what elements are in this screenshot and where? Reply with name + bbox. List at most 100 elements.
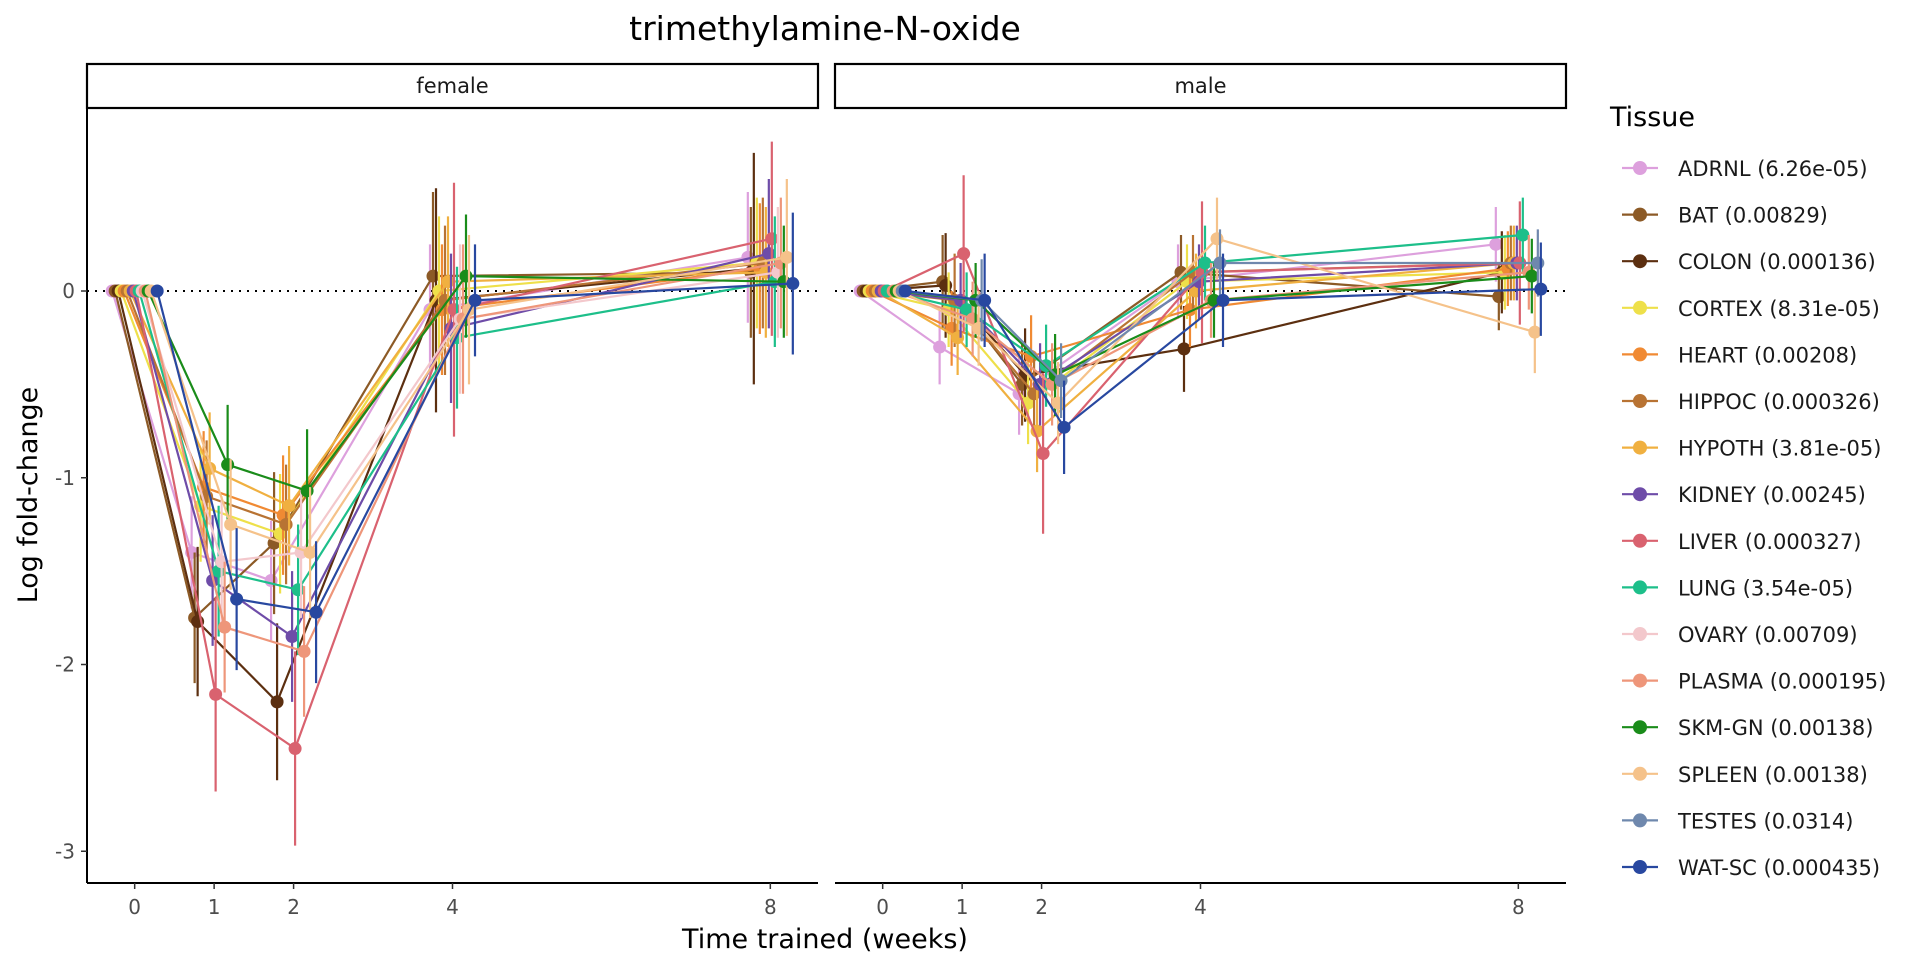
data-point bbox=[1057, 420, 1071, 434]
legend-item-plasma: PLASMA (0.000195) bbox=[1622, 670, 1886, 694]
legend-label: HYPOTH (3.81e-05) bbox=[1678, 437, 1881, 461]
data-point bbox=[230, 592, 244, 606]
data-point bbox=[282, 499, 296, 513]
data-point bbox=[978, 293, 992, 307]
legend-item-kidney: KIDNEY (0.00245) bbox=[1622, 483, 1866, 507]
legend-key-point bbox=[1633, 813, 1647, 828]
data-point bbox=[972, 321, 986, 335]
series-spleen-female bbox=[144, 178, 794, 618]
data-point bbox=[960, 303, 974, 317]
legend-item-skm-gn: SKM-GN (0.00138) bbox=[1622, 716, 1873, 740]
legend-key-point bbox=[1633, 161, 1647, 175]
legend-item-ovary: OVARY (0.00709) bbox=[1622, 623, 1858, 647]
legend-key-point bbox=[1633, 673, 1647, 688]
data-point bbox=[224, 517, 238, 531]
data-point bbox=[1216, 293, 1230, 307]
data-point bbox=[1516, 228, 1530, 242]
x-tick-label: 8 bbox=[1512, 895, 1525, 919]
legend-label: SPLEEN (0.00138) bbox=[1678, 763, 1868, 787]
data-point bbox=[1525, 269, 1539, 283]
legend-item-heart: HEART (0.00208) bbox=[1622, 343, 1857, 367]
data-point bbox=[939, 278, 953, 292]
legend-item-wat-sc: WAT-SC (0.000435) bbox=[1622, 856, 1880, 880]
data-point bbox=[270, 695, 284, 709]
strip-label-female: female bbox=[416, 74, 488, 98]
data-point bbox=[1051, 396, 1065, 410]
legend-label: COLON (0.000136) bbox=[1678, 250, 1876, 274]
data-point bbox=[303, 545, 317, 559]
data-point bbox=[468, 293, 482, 307]
series-wat-sc-female bbox=[150, 212, 800, 684]
data-point bbox=[1492, 290, 1506, 304]
x-tick-label: 0 bbox=[128, 895, 141, 919]
legend-key-point bbox=[1633, 627, 1647, 641]
legend-label: ADRNL (6.26e-05) bbox=[1678, 157, 1868, 181]
series-hypoth-male bbox=[871, 225, 1521, 473]
data-point bbox=[426, 269, 440, 283]
data-point bbox=[1528, 325, 1542, 339]
x-tick-label: 8 bbox=[764, 895, 777, 919]
legend-label: LIVER (0.000327) bbox=[1678, 530, 1861, 554]
legend-label: BAT (0.00829) bbox=[1678, 204, 1828, 228]
legend-key-point bbox=[1633, 394, 1647, 408]
x-tick-label: 2 bbox=[1035, 895, 1048, 919]
x-tick-label: 1 bbox=[956, 895, 969, 919]
data-point bbox=[1177, 342, 1191, 356]
y-tick-label: -2 bbox=[55, 653, 75, 677]
legend-key-point bbox=[1633, 860, 1647, 874]
data-point bbox=[780, 250, 794, 264]
legend-key-point bbox=[1633, 580, 1647, 595]
data-point bbox=[933, 340, 947, 354]
data-point bbox=[898, 284, 912, 298]
y-tick-label: 0 bbox=[62, 279, 75, 303]
y-tick-label: -1 bbox=[55, 466, 75, 490]
legend-key-point bbox=[1633, 720, 1647, 735]
legend-label: LUNG (3.54e-05) bbox=[1678, 576, 1853, 600]
panel-female: female 0 -1 -2 -3 0 1 2 4 8 bbox=[55, 62, 820, 919]
series-testes-male bbox=[895, 229, 1545, 418]
legend-key-point bbox=[1633, 440, 1647, 455]
data-point bbox=[459, 269, 473, 283]
legend-label: PLASMA (0.000195) bbox=[1678, 670, 1886, 694]
data-point bbox=[1531, 256, 1545, 270]
chart-title: trimethylamine-N-oxide bbox=[629, 9, 1021, 48]
legend-label: OVARY (0.00709) bbox=[1678, 623, 1858, 647]
data-point bbox=[762, 247, 776, 261]
legend-item-adrnl: ADRNL (6.26e-05) bbox=[1622, 157, 1868, 181]
legend-key-point bbox=[1633, 347, 1647, 362]
series-wat-sc-male bbox=[898, 242, 1548, 475]
legend-item-colon: COLON (0.000136) bbox=[1622, 250, 1876, 274]
data-point bbox=[150, 284, 164, 298]
data-point bbox=[1054, 374, 1068, 388]
legend-item-hypoth: HYPOTH (3.81e-05) bbox=[1622, 437, 1881, 461]
legend-title: Tissue bbox=[1609, 102, 1695, 133]
data-point bbox=[279, 517, 293, 531]
series-skm-gn-female bbox=[141, 214, 791, 553]
series-adrnl-female bbox=[105, 192, 755, 641]
data-point bbox=[218, 620, 232, 634]
data-point bbox=[1213, 256, 1227, 270]
y-axis-title: Log fold-change bbox=[13, 387, 44, 604]
strip-female bbox=[85, 62, 820, 110]
x-tick-label: 2 bbox=[287, 895, 300, 919]
data-point bbox=[441, 275, 455, 289]
data-point bbox=[765, 232, 779, 246]
legend-key-point bbox=[1633, 254, 1647, 269]
data-point bbox=[300, 484, 314, 498]
legend-label: KIDNEY (0.00245) bbox=[1678, 483, 1866, 507]
x-tick-label: 4 bbox=[1194, 895, 1207, 919]
legend-item-hippoc: HIPPOC (0.000326) bbox=[1622, 390, 1880, 414]
data-point bbox=[291, 583, 305, 597]
legend-item-lung: LUNG (3.54e-05) bbox=[1622, 576, 1853, 600]
panel-male: male 0 1 2 4 8 bbox=[833, 62, 1568, 919]
panels: female 0 -1 -2 -3 0 1 2 4 8 male 0 1 2 4 8 bbox=[55, 62, 1568, 919]
legend-label: SKM-GN (0.00138) bbox=[1678, 716, 1873, 740]
data-point bbox=[786, 277, 800, 291]
data-point bbox=[309, 605, 323, 619]
legend-item-liver: LIVER (0.000327) bbox=[1622, 530, 1861, 554]
data-point bbox=[209, 687, 223, 701]
legend-item-bat: BAT (0.00829) bbox=[1622, 204, 1828, 228]
x-tick-label: 0 bbox=[876, 895, 889, 919]
data-point bbox=[951, 331, 965, 345]
